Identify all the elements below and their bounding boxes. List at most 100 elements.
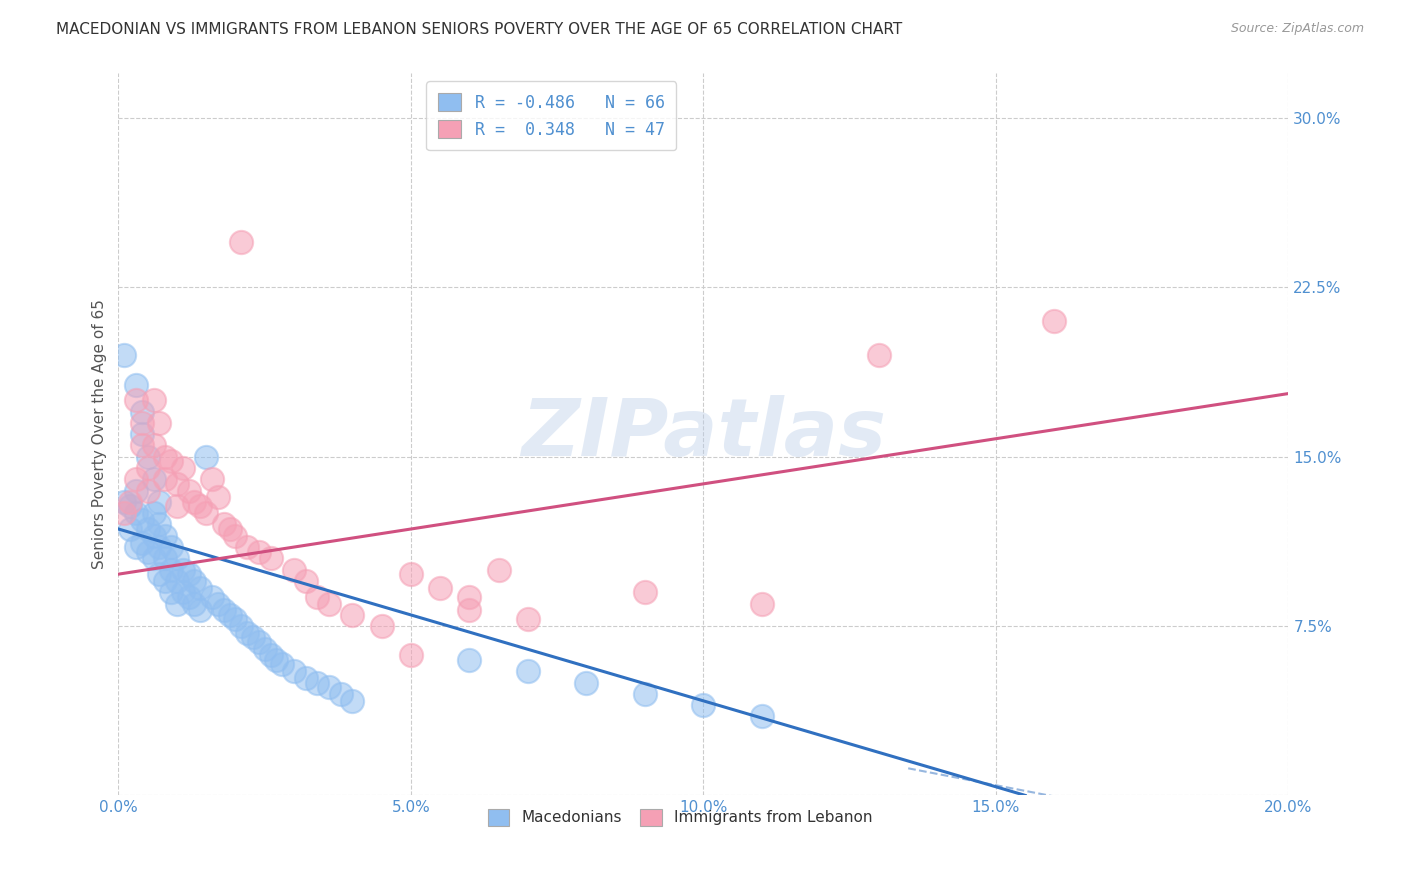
Point xyxy=(131,427,153,442)
Point xyxy=(342,607,364,622)
Point xyxy=(399,567,422,582)
Point xyxy=(120,495,142,509)
Point xyxy=(166,597,188,611)
Point xyxy=(142,393,165,408)
Point xyxy=(131,416,153,430)
Point xyxy=(634,687,657,701)
Point xyxy=(294,671,316,685)
Point xyxy=(247,544,270,558)
Point xyxy=(112,506,135,520)
Point xyxy=(125,393,148,408)
Point xyxy=(429,581,451,595)
Point xyxy=(283,664,305,678)
Point xyxy=(195,506,218,520)
Point xyxy=(458,590,481,604)
Point xyxy=(283,563,305,577)
Text: Source: ZipAtlas.com: Source: ZipAtlas.com xyxy=(1230,22,1364,36)
Point xyxy=(318,597,340,611)
Point xyxy=(253,641,276,656)
Point xyxy=(142,472,165,486)
Point xyxy=(160,585,183,599)
Point xyxy=(224,612,246,626)
Point xyxy=(195,450,218,464)
Point xyxy=(136,450,159,464)
Point xyxy=(183,574,205,588)
Point xyxy=(231,619,253,633)
Point xyxy=(236,540,259,554)
Point xyxy=(142,529,165,543)
Point xyxy=(160,454,183,468)
Point xyxy=(399,648,422,663)
Point xyxy=(307,590,329,604)
Point xyxy=(160,563,183,577)
Point xyxy=(166,476,188,491)
Point xyxy=(201,590,224,604)
Point xyxy=(329,687,352,701)
Point xyxy=(131,438,153,452)
Point xyxy=(188,500,211,514)
Point xyxy=(231,235,253,250)
Point xyxy=(131,404,153,418)
Point xyxy=(692,698,714,712)
Point xyxy=(131,513,153,527)
Point xyxy=(136,544,159,558)
Point xyxy=(136,483,159,498)
Point xyxy=(307,675,329,690)
Point xyxy=(172,585,194,599)
Point xyxy=(218,607,240,622)
Point xyxy=(120,500,142,514)
Point xyxy=(201,472,224,486)
Point xyxy=(634,585,657,599)
Point xyxy=(125,540,148,554)
Point xyxy=(224,529,246,543)
Point xyxy=(155,574,177,588)
Point xyxy=(112,495,135,509)
Point xyxy=(207,597,229,611)
Point xyxy=(188,603,211,617)
Point xyxy=(188,581,211,595)
Point xyxy=(172,563,194,577)
Point xyxy=(236,625,259,640)
Point xyxy=(160,540,183,554)
Point xyxy=(136,461,159,475)
Point xyxy=(342,693,364,707)
Point xyxy=(868,348,890,362)
Point xyxy=(172,461,194,475)
Point xyxy=(148,416,170,430)
Point xyxy=(148,567,170,582)
Point xyxy=(177,590,200,604)
Point xyxy=(183,495,205,509)
Point xyxy=(166,500,188,514)
Point xyxy=(271,657,294,672)
Point xyxy=(516,612,538,626)
Point xyxy=(142,506,165,520)
Text: ZIPatlas: ZIPatlas xyxy=(522,395,886,473)
Y-axis label: Seniors Poverty Over the Age of 65: Seniors Poverty Over the Age of 65 xyxy=(93,299,107,569)
Point xyxy=(242,631,264,645)
Point xyxy=(458,653,481,667)
Point xyxy=(212,603,235,617)
Point xyxy=(458,603,481,617)
Point xyxy=(155,472,177,486)
Point xyxy=(488,563,510,577)
Point xyxy=(516,664,538,678)
Point xyxy=(125,483,148,498)
Point xyxy=(266,653,288,667)
Point xyxy=(751,709,773,723)
Point xyxy=(183,597,205,611)
Point xyxy=(131,535,153,549)
Point xyxy=(294,574,316,588)
Point xyxy=(1043,314,1066,328)
Point xyxy=(155,529,177,543)
Point xyxy=(125,506,148,520)
Point xyxy=(155,551,177,566)
Text: MACEDONIAN VS IMMIGRANTS FROM LEBANON SENIORS POVERTY OVER THE AGE OF 65 CORRELA: MACEDONIAN VS IMMIGRANTS FROM LEBANON SE… xyxy=(56,22,903,37)
Point xyxy=(218,522,240,536)
Point xyxy=(370,619,392,633)
Point xyxy=(247,635,270,649)
Point xyxy=(166,574,188,588)
Point xyxy=(177,483,200,498)
Point xyxy=(112,348,135,362)
Point xyxy=(136,522,159,536)
Point xyxy=(259,648,281,663)
